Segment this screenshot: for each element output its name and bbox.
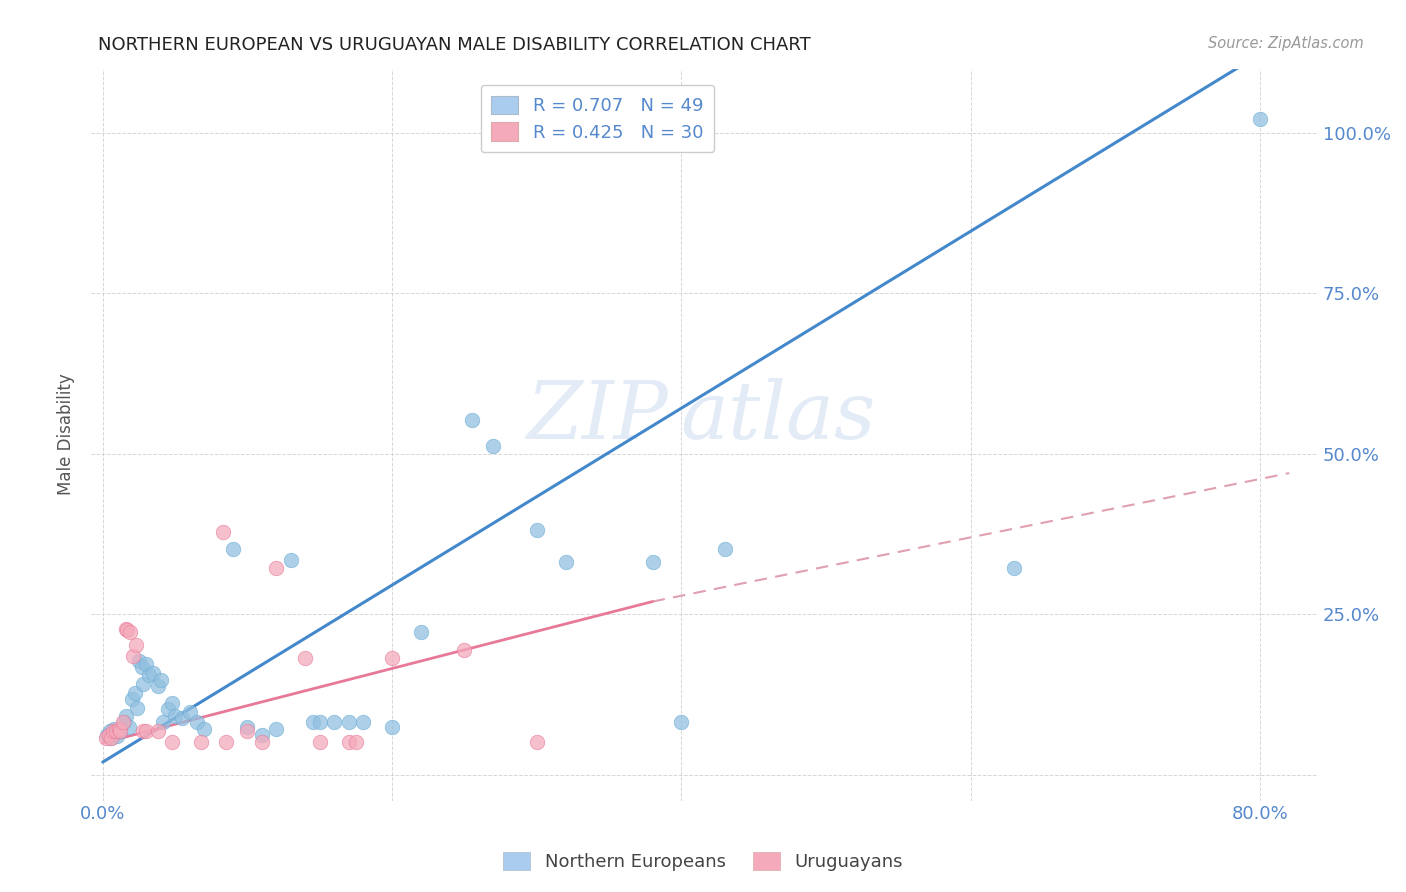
Point <box>294 651 316 665</box>
Text: atlas: atlas <box>681 377 876 455</box>
Point <box>323 715 346 730</box>
Point <box>381 651 404 665</box>
Point <box>108 724 131 739</box>
Point <box>179 705 201 719</box>
Point <box>135 724 157 739</box>
Point <box>308 715 330 730</box>
Point <box>352 715 374 730</box>
Point <box>122 649 145 664</box>
Point <box>266 561 288 575</box>
Text: Source: ZipAtlas.com: Source: ZipAtlas.com <box>1208 36 1364 51</box>
Point <box>222 541 245 556</box>
Point <box>714 541 737 556</box>
Point <box>103 722 125 736</box>
Point <box>266 722 288 736</box>
Point <box>131 660 153 674</box>
Point <box>104 724 127 739</box>
Point <box>1249 112 1271 126</box>
Point <box>381 720 404 734</box>
Point <box>105 730 128 744</box>
Point <box>115 622 138 636</box>
Point <box>482 439 505 453</box>
Point <box>135 657 157 672</box>
Point <box>156 702 179 716</box>
Legend: Northern Europeans, Uruguayans: Northern Europeans, Uruguayans <box>496 845 910 879</box>
Point <box>165 709 187 723</box>
Point <box>132 677 155 691</box>
Y-axis label: Male Disability: Male Disability <box>58 374 75 495</box>
Point <box>108 724 131 739</box>
Point <box>641 555 664 569</box>
Point <box>94 731 117 745</box>
Point <box>120 625 142 640</box>
Point <box>152 715 174 730</box>
Point <box>215 734 238 748</box>
Point <box>409 625 432 640</box>
Point <box>107 722 129 736</box>
Point <box>146 724 169 739</box>
Point <box>101 724 124 739</box>
Point <box>211 525 233 540</box>
Point <box>149 673 172 687</box>
Point <box>160 696 183 710</box>
Point <box>117 624 139 638</box>
Point <box>193 722 215 736</box>
Point <box>98 724 121 739</box>
Point <box>190 734 212 748</box>
Legend: R = 0.707   N = 49, R = 0.425   N = 30: R = 0.707 N = 49, R = 0.425 N = 30 <box>481 85 714 153</box>
Point <box>1002 561 1025 575</box>
Point <box>127 700 149 714</box>
Point <box>554 555 576 569</box>
Point <box>236 720 259 734</box>
Point <box>337 715 360 730</box>
Point <box>100 731 122 745</box>
Point <box>337 734 360 748</box>
Point <box>115 709 138 723</box>
Point <box>125 638 148 652</box>
Point <box>111 715 134 730</box>
Point <box>453 642 475 657</box>
Text: NORTHERN EUROPEAN VS URUGUAYAN MALE DISABILITY CORRELATION CHART: NORTHERN EUROPEAN VS URUGUAYAN MALE DISA… <box>98 36 811 54</box>
Point <box>186 715 208 730</box>
Point <box>280 553 302 567</box>
Point <box>124 686 146 700</box>
Point <box>138 668 160 682</box>
Point <box>671 715 693 730</box>
Point <box>97 728 120 742</box>
Point <box>160 734 183 748</box>
Point <box>308 734 330 748</box>
Point <box>100 731 122 745</box>
Point <box>344 734 367 748</box>
Point <box>526 523 548 537</box>
Point <box>301 715 323 730</box>
Point <box>96 728 118 742</box>
Point <box>172 711 194 725</box>
Point <box>250 734 273 748</box>
Point <box>460 413 482 427</box>
Point <box>118 720 141 734</box>
Point <box>142 666 165 681</box>
Point <box>121 692 143 706</box>
Text: ZIP: ZIP <box>526 377 668 455</box>
Point <box>132 724 155 739</box>
Point <box>236 724 259 739</box>
Point <box>526 734 548 748</box>
Point <box>114 715 136 730</box>
Point <box>146 679 169 693</box>
Point <box>250 728 273 742</box>
Point <box>128 654 150 668</box>
